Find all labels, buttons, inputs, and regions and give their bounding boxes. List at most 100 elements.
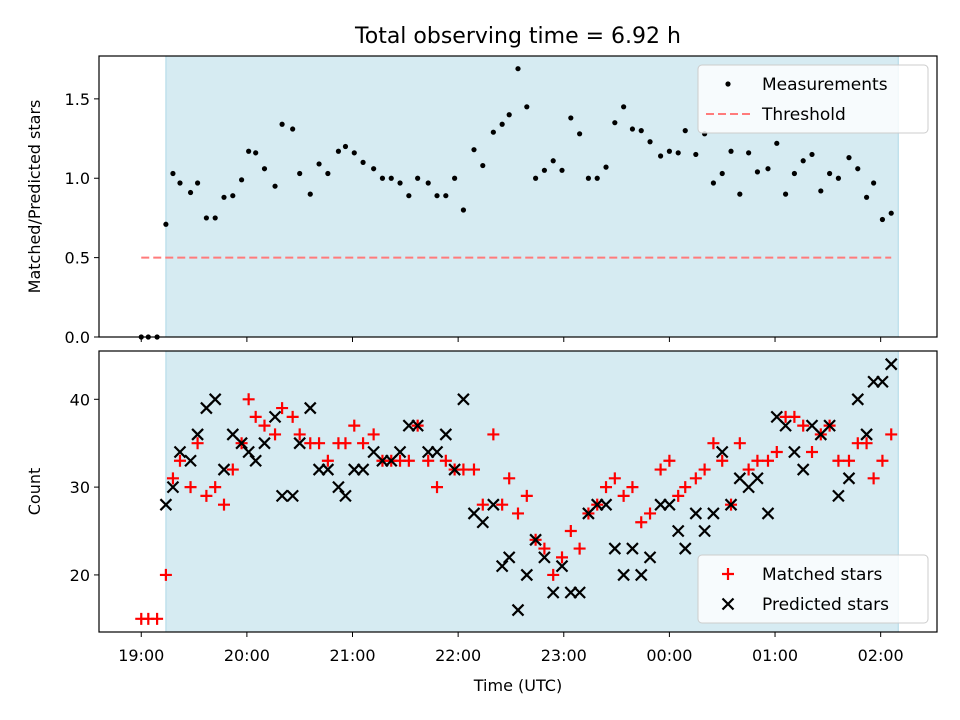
predicted-stars-point	[356, 463, 370, 476]
matched-stars-point	[797, 419, 810, 432]
matched-stars-point	[226, 463, 239, 476]
x-tick-label: 02:00	[858, 646, 904, 665]
top-y-tick-label: 1.0	[65, 169, 90, 188]
matched-stars-point	[600, 481, 613, 494]
legend-dot-marker	[725, 81, 731, 87]
measurement-point	[177, 180, 183, 186]
measurement-point	[863, 194, 870, 200]
matched-stars-point	[487, 428, 500, 441]
measurement-point	[855, 166, 861, 172]
predicted-stars-point	[208, 393, 222, 406]
predicted-stars-point	[502, 551, 516, 564]
predicted-stars-point	[823, 419, 836, 432]
matched-stars-point	[191, 437, 204, 450]
predicted-stars-point	[788, 445, 801, 459]
predicted-stars-point	[573, 586, 586, 599]
matched-stars-point	[832, 454, 845, 467]
measurement-point	[272, 183, 278, 189]
x-tick-label: 00:00	[646, 646, 692, 665]
measurement-point	[490, 129, 496, 135]
measurement-point	[434, 193, 440, 199]
measurement-point	[230, 193, 236, 199]
matched-stars-point	[698, 463, 711, 476]
measurement-point	[818, 188, 824, 194]
predicted-stars-point	[439, 428, 453, 441]
matched-stars-point	[788, 410, 801, 423]
bottom-y-tick-label: 30	[70, 478, 90, 497]
measurement-point	[212, 215, 218, 221]
measurement-point	[594, 175, 600, 181]
predicted-stars-point	[832, 489, 845, 503]
measurement-point	[351, 150, 357, 156]
measurement-point	[782, 191, 789, 197]
matched-stars-point	[476, 498, 489, 511]
top-axes-frame	[98, 55, 938, 338]
matched-stars-point	[635, 516, 648, 529]
legend-label: Measurements	[762, 75, 888, 95]
measurement-point	[316, 161, 322, 167]
matched-stars-point	[538, 542, 551, 555]
predicted-stars-point	[487, 498, 500, 511]
measurement-point	[379, 175, 386, 181]
matched-stars-point	[512, 507, 524, 520]
predicted-stars-point	[286, 489, 299, 503]
measurement-point	[170, 170, 176, 177]
measurement-point	[827, 170, 833, 177]
matched-stars-point	[876, 454, 889, 467]
predicted-stars-point	[626, 542, 639, 555]
matched-stars-point	[269, 428, 282, 441]
top-legend: Measurements Threshold	[697, 64, 929, 134]
measurement-point	[506, 112, 512, 118]
legend-label: Threshold	[761, 105, 846, 125]
top-series-measurements	[138, 66, 894, 340]
x-axis-label: Time (UTC)	[473, 676, 562, 695]
measurement-point	[835, 175, 842, 181]
matched-stars-point	[200, 489, 213, 502]
measurement-point	[879, 216, 886, 223]
predicted-stars-point	[842, 472, 856, 485]
measurement-point	[846, 155, 852, 161]
measurement-point	[871, 180, 877, 186]
predicted-stars-point	[678, 542, 692, 555]
matched-stars-point	[173, 454, 186, 467]
measurement-point	[221, 194, 227, 200]
measurement-point	[163, 221, 169, 227]
measurement-point	[629, 126, 636, 132]
matched-stars-point	[842, 454, 855, 467]
matched-stars-point	[496, 498, 509, 511]
matched-stars-point	[654, 463, 667, 476]
measurement-point	[460, 207, 467, 213]
measurement-point	[809, 151, 815, 158]
predicted-stars-point	[876, 375, 889, 389]
predicted-stars-point	[698, 524, 711, 538]
x-tick-label: 23:00	[541, 646, 587, 665]
predicted-stars-point	[258, 436, 271, 450]
measurement-point	[297, 170, 303, 177]
predicted-stars-point	[715, 445, 729, 459]
measurement-point	[577, 131, 583, 137]
legend-label: Matched stars	[762, 565, 882, 585]
predicted-stars-point	[643, 551, 657, 564]
measurement-point	[406, 193, 412, 199]
matched-stars-point	[573, 542, 586, 555]
predicted-stars-point	[430, 445, 444, 459]
predicted-stars-point	[796, 463, 810, 476]
measurement-point	[647, 139, 653, 145]
predicted-stars-point	[689, 507, 703, 520]
predicted-stars-point	[707, 507, 720, 520]
matched-stars-point	[293, 428, 306, 441]
measurement-point	[515, 66, 521, 72]
matched-stars-point	[663, 454, 676, 467]
measurement-point	[800, 158, 806, 164]
matched-stars-point	[159, 568, 172, 581]
measurement-point	[203, 215, 209, 221]
predicted-stars-point	[235, 436, 248, 450]
bottom-series-predicted-stars	[159, 357, 898, 617]
matched-stars-point	[556, 551, 569, 564]
predicted-stars-point	[268, 410, 282, 424]
measurement-point	[415, 175, 421, 181]
matched-stars-point	[321, 454, 334, 467]
predicted-stars-point	[457, 393, 470, 406]
predicted-stars-point	[217, 463, 231, 476]
predicted-stars-point	[184, 454, 197, 468]
